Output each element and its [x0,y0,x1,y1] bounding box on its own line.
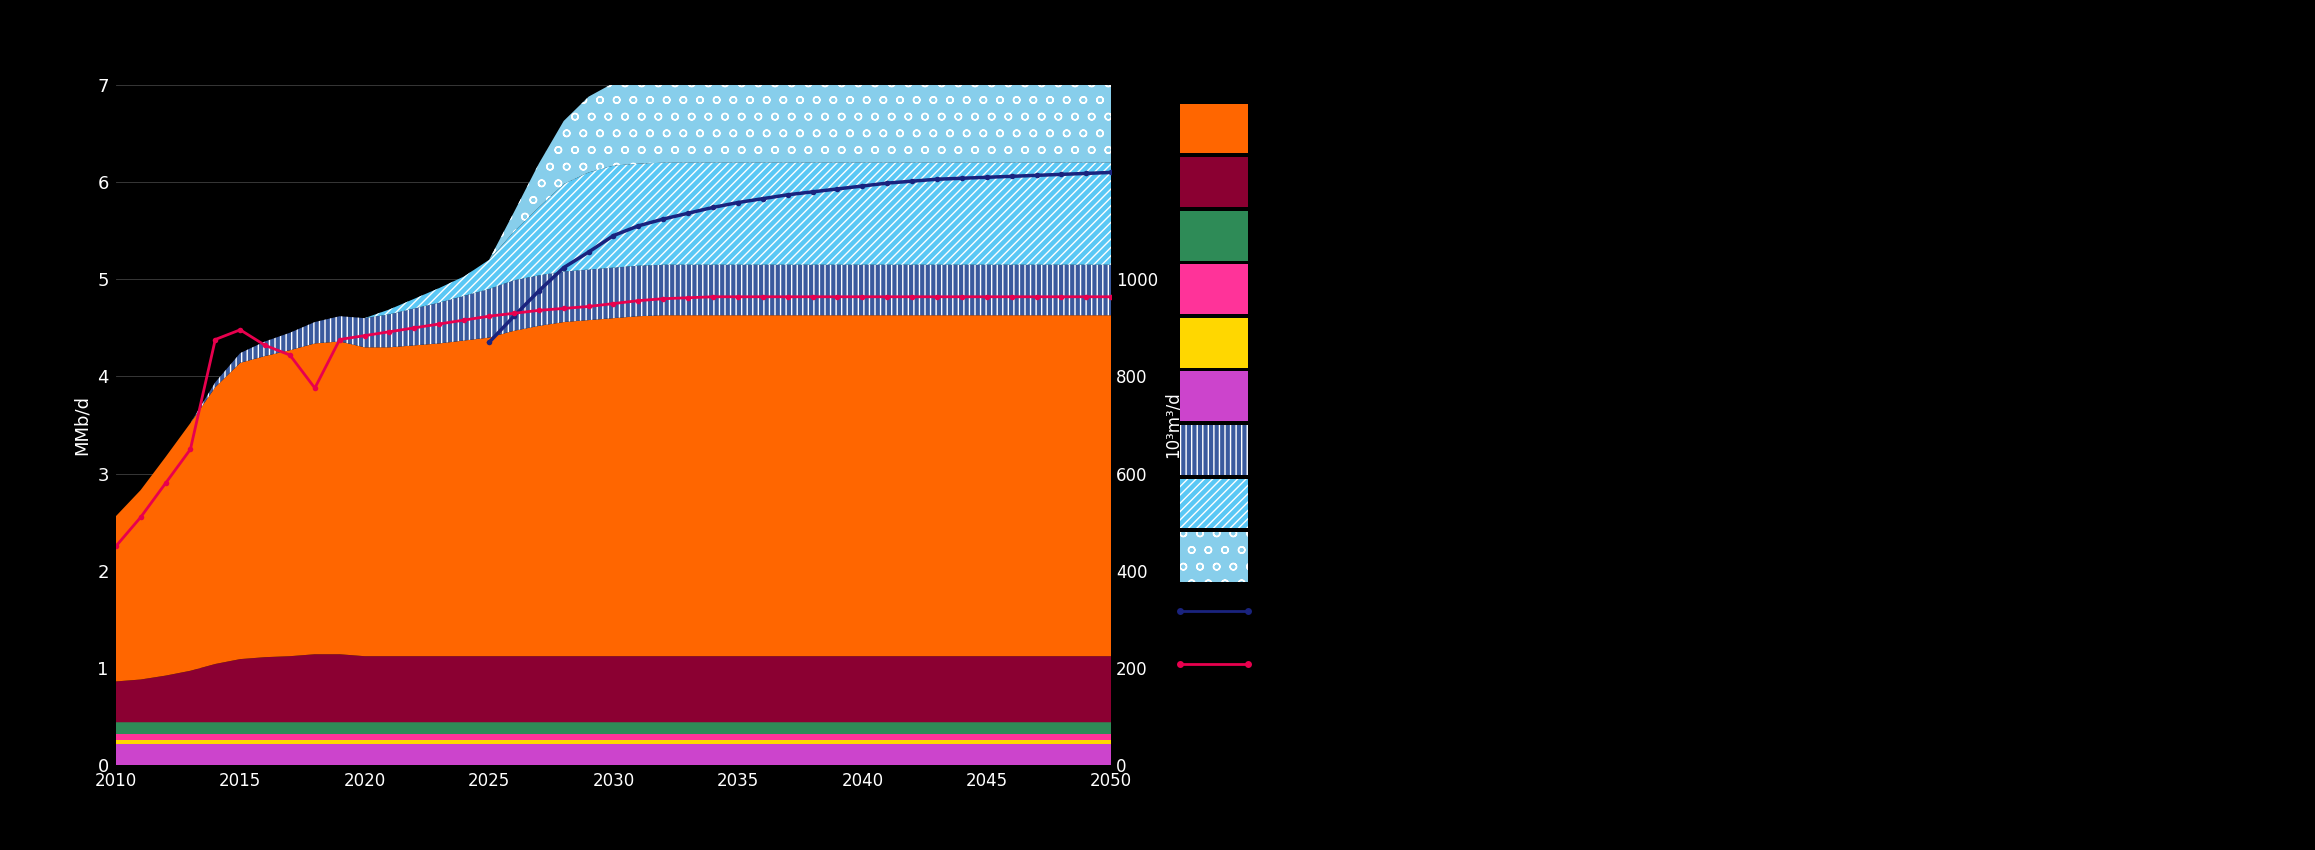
Bar [1181,479,1248,529]
Bar [1181,532,1248,582]
Y-axis label: MMb/d: MMb/d [72,395,90,455]
Bar [1181,371,1248,421]
Bar [1181,264,1248,314]
Bar [1181,104,1248,154]
Bar [1181,425,1248,474]
Y-axis label: 10³m³/d: 10³m³/d [1164,392,1181,458]
Bar [1181,211,1248,260]
Bar [1181,157,1248,207]
Bar [1181,318,1248,368]
